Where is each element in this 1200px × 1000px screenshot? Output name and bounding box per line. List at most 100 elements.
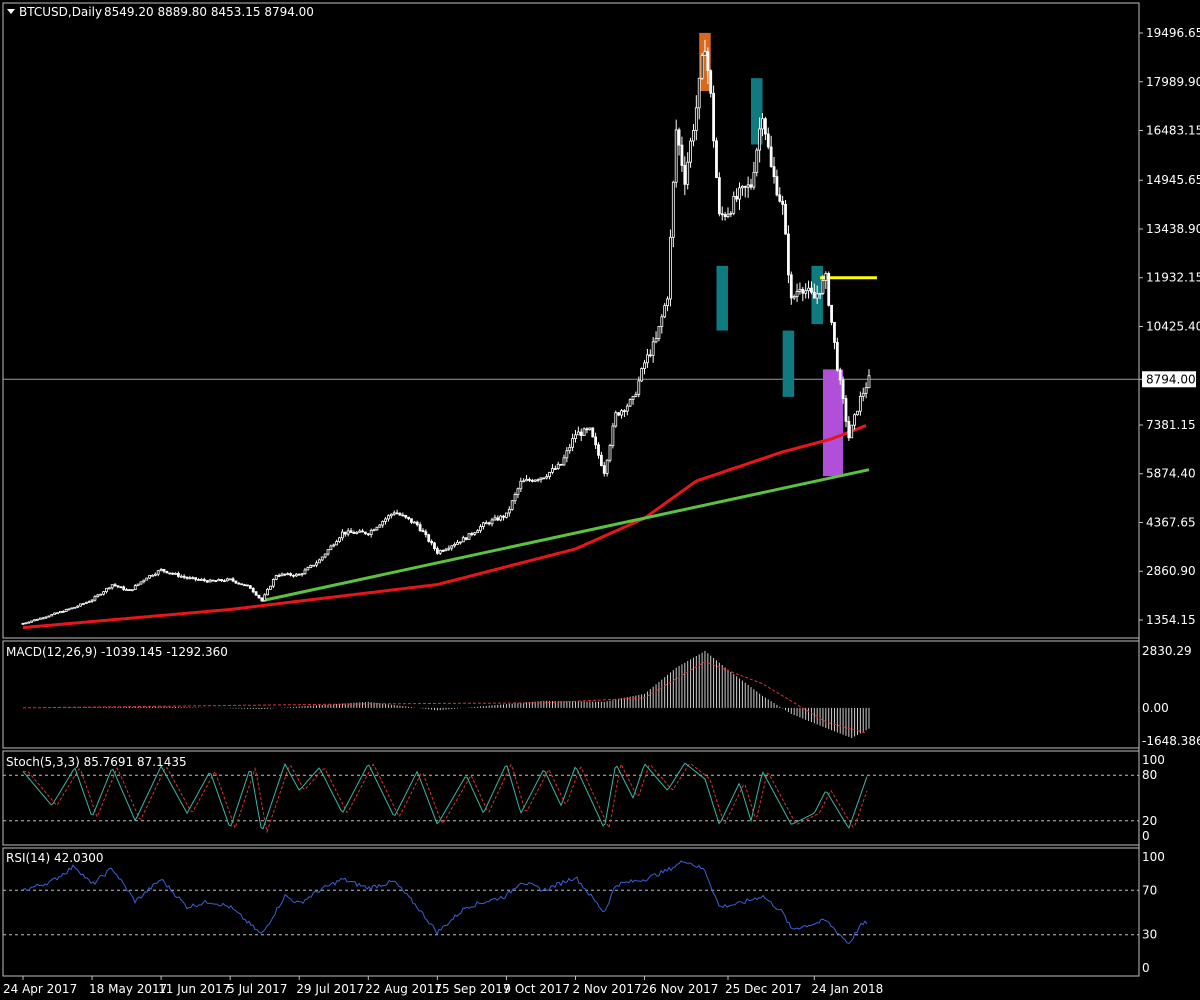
candle-body [720,213,724,216]
candle-body [352,532,356,534]
candle-body [194,577,198,580]
candle-body [96,594,100,598]
date-tick-label: 26 Nov 2017 [642,982,719,996]
candle-body [105,587,108,593]
candle-body [130,589,134,592]
candle-body [122,586,126,591]
candle-body [375,526,379,531]
candle-body [856,410,859,416]
price-tick-label: 4367.65 [1146,515,1196,529]
candle-body [148,574,152,579]
teal-box [716,265,728,331]
rsi-title: RSI(14) 42.0300 [6,851,104,865]
main-pane-frame [2,2,1140,639]
candle-body [107,587,111,590]
candle-body [211,579,215,582]
candle-body [398,513,402,516]
candle-body [818,292,822,295]
candle-body [90,599,94,602]
candle-body [234,580,238,584]
candle-body [384,518,387,522]
stoch-tick-label: 80 [1142,768,1157,782]
candle-body [597,444,600,456]
stoch-pane [3,762,1139,834]
candle-body [277,575,281,577]
candle-body [490,519,494,525]
candle-body [168,572,172,575]
candle-body [622,410,626,413]
candle-body [220,579,223,582]
candle-body [254,591,258,596]
candle-body [763,118,767,135]
candle-body [142,579,146,583]
candle-body [669,236,672,300]
price-tick-label: 11932.15 [1146,271,1200,285]
price-tick-label: 16483.15 [1146,124,1200,138]
candle-body [605,459,609,474]
candle-body [571,438,575,448]
date-tick-label: 18 May 2017 [89,982,167,996]
candle-body [738,187,741,200]
candle-body [381,521,385,526]
candle-body [686,161,690,185]
candle-body [519,480,523,490]
candle-body [648,354,652,357]
candle-body [853,414,856,426]
candles [21,39,871,625]
candle-body [243,584,246,587]
candle-body [326,549,330,555]
stoch-tick-label: 100 [1142,753,1165,767]
candle-body [389,513,393,517]
candle-body [292,574,295,577]
symbol-menu-icon[interactable] [7,9,15,14]
candle-body [237,582,241,585]
candle-body [847,420,851,439]
candle-body [833,321,836,343]
candle-body [35,618,39,621]
candle-body [228,578,232,581]
candle-body [300,573,304,576]
candle-body [717,177,721,215]
candle-body [433,542,436,549]
candle-body [136,583,140,587]
candle-body [493,517,497,521]
candle-body [47,615,51,618]
candle-body [663,305,667,318]
macd-tick-label: 0.00 [1142,701,1169,715]
candle-body [450,545,454,549]
candle-body [579,431,583,437]
candle-body [246,584,249,587]
pane-frames [2,2,1140,977]
candle-body [775,176,779,196]
candle-body [683,165,687,185]
candle-body [208,579,212,583]
candle-body [850,424,854,439]
candle-body [338,537,341,542]
candle-body [257,594,261,599]
candle-body [795,291,799,297]
candle-body [174,572,177,575]
candle-body [430,541,434,544]
candle-body [614,412,618,427]
candle-body [640,368,644,382]
candle-body [38,617,42,620]
candle-body [378,524,382,528]
candle-body [153,573,157,576]
candle-body [412,521,416,524]
candle-body [191,577,195,580]
candle-body [812,291,816,299]
moving-average-line [22,424,867,630]
candle-body [217,579,221,582]
candle-body [188,577,192,580]
date-tick-label: 24 Jan 2018 [811,982,883,996]
candle-body [513,494,517,502]
candle-body [156,570,160,575]
candle-body [507,508,511,514]
candle-body [602,465,606,474]
candle-body [743,185,747,188]
candle-body [87,601,91,603]
candle-body [556,463,560,469]
candle-body [536,479,540,482]
candle-body [617,412,621,416]
